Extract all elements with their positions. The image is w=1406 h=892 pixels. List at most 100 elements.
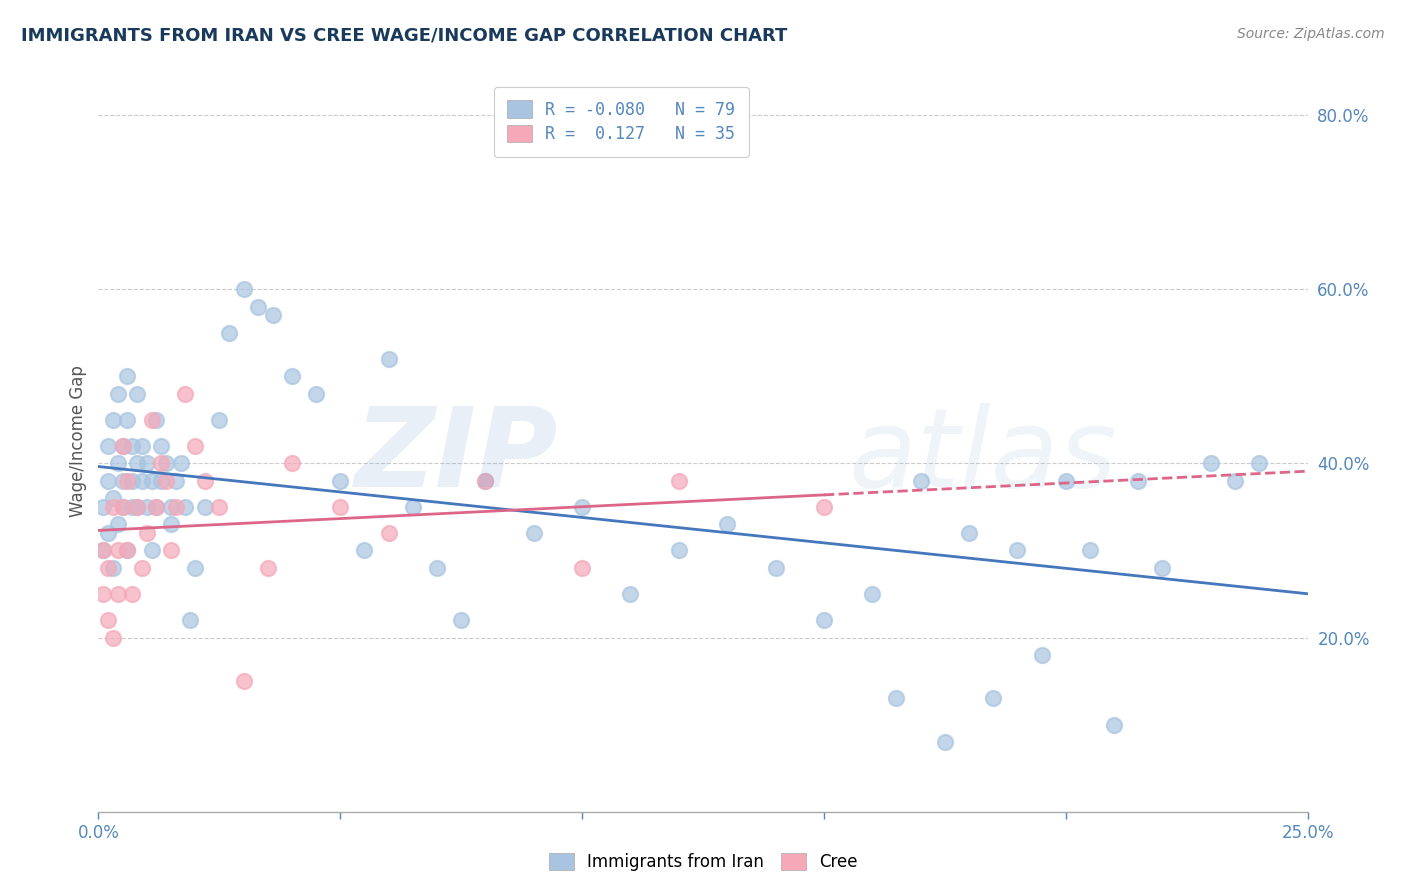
Point	[141, 413, 163, 427]
Point	[184, 439, 207, 453]
Point	[1054, 474, 1077, 488]
Point	[97, 439, 120, 453]
Point	[426, 561, 449, 575]
Point	[910, 474, 932, 488]
Point	[668, 474, 690, 488]
Point	[117, 413, 139, 427]
Point	[571, 500, 593, 514]
Point	[121, 439, 143, 453]
Point	[111, 474, 134, 488]
Point	[179, 613, 201, 627]
Point	[619, 587, 641, 601]
Point	[141, 474, 163, 488]
Point	[97, 613, 120, 627]
Point	[232, 282, 254, 296]
Point	[101, 561, 124, 575]
Point	[150, 474, 173, 488]
Point	[101, 631, 124, 645]
Point	[97, 526, 120, 541]
Point	[107, 386, 129, 401]
Point	[886, 691, 908, 706]
Point	[281, 369, 304, 384]
Point	[91, 543, 114, 558]
Point	[474, 474, 496, 488]
Point	[135, 456, 157, 470]
Point	[232, 674, 254, 689]
Point	[402, 500, 425, 514]
Point	[1152, 561, 1174, 575]
Point	[169, 456, 191, 470]
Point	[305, 386, 328, 401]
Point	[127, 500, 149, 514]
Point	[91, 543, 114, 558]
Point	[117, 543, 139, 558]
Point	[150, 456, 173, 470]
Point	[377, 526, 399, 541]
Point	[145, 500, 167, 514]
Point	[135, 500, 157, 514]
Point	[860, 587, 883, 601]
Text: IMMIGRANTS FROM IRAN VS CREE WAGE/INCOME GAP CORRELATION CHART: IMMIGRANTS FROM IRAN VS CREE WAGE/INCOME…	[21, 27, 787, 45]
Point	[571, 561, 593, 575]
Point	[1223, 474, 1246, 488]
Point	[117, 369, 139, 384]
Point	[107, 517, 129, 532]
Point	[174, 386, 197, 401]
Point	[97, 474, 120, 488]
Point	[1199, 456, 1222, 470]
Y-axis label: Wage/Income Gap: Wage/Income Gap	[69, 366, 87, 517]
Point	[131, 439, 153, 453]
Point	[957, 526, 980, 541]
Point	[1007, 543, 1029, 558]
Point	[121, 500, 143, 514]
Point	[101, 413, 124, 427]
Point	[474, 474, 496, 488]
Point	[256, 561, 278, 575]
Point	[1249, 456, 1271, 470]
Legend: R = -0.080   N = 79, R =  0.127   N = 35: R = -0.080 N = 79, R = 0.127 N = 35	[494, 87, 748, 157]
Point	[160, 500, 183, 514]
Point	[194, 500, 217, 514]
Point	[101, 500, 124, 514]
Text: Source: ZipAtlas.com: Source: ZipAtlas.com	[1237, 27, 1385, 41]
Point	[184, 561, 207, 575]
Text: ZIP: ZIP	[354, 403, 558, 510]
Point	[1102, 717, 1125, 731]
Point	[107, 456, 129, 470]
Point	[716, 517, 738, 532]
Point	[1128, 474, 1150, 488]
Point	[111, 439, 134, 453]
Point	[329, 474, 352, 488]
Point	[262, 308, 284, 322]
Point	[155, 474, 177, 488]
Point	[111, 500, 134, 514]
Point	[97, 561, 120, 575]
Point	[165, 500, 187, 514]
Point	[145, 500, 167, 514]
Point	[127, 386, 149, 401]
Point	[218, 326, 240, 340]
Point	[450, 613, 472, 627]
Point	[127, 500, 149, 514]
Point	[1078, 543, 1101, 558]
Point	[981, 691, 1004, 706]
Point	[145, 413, 167, 427]
Point	[353, 543, 375, 558]
Text: atlas: atlas	[848, 403, 1116, 510]
Point	[329, 500, 352, 514]
Point	[668, 543, 690, 558]
Point	[111, 500, 134, 514]
Point	[141, 543, 163, 558]
Point	[91, 500, 114, 514]
Point	[194, 474, 217, 488]
Point	[131, 561, 153, 575]
Point	[117, 543, 139, 558]
Point	[107, 587, 129, 601]
Point	[174, 500, 197, 514]
Point	[523, 526, 546, 541]
Point	[101, 491, 124, 505]
Point	[813, 613, 835, 627]
Point	[160, 517, 183, 532]
Point	[91, 587, 114, 601]
Point	[377, 351, 399, 366]
